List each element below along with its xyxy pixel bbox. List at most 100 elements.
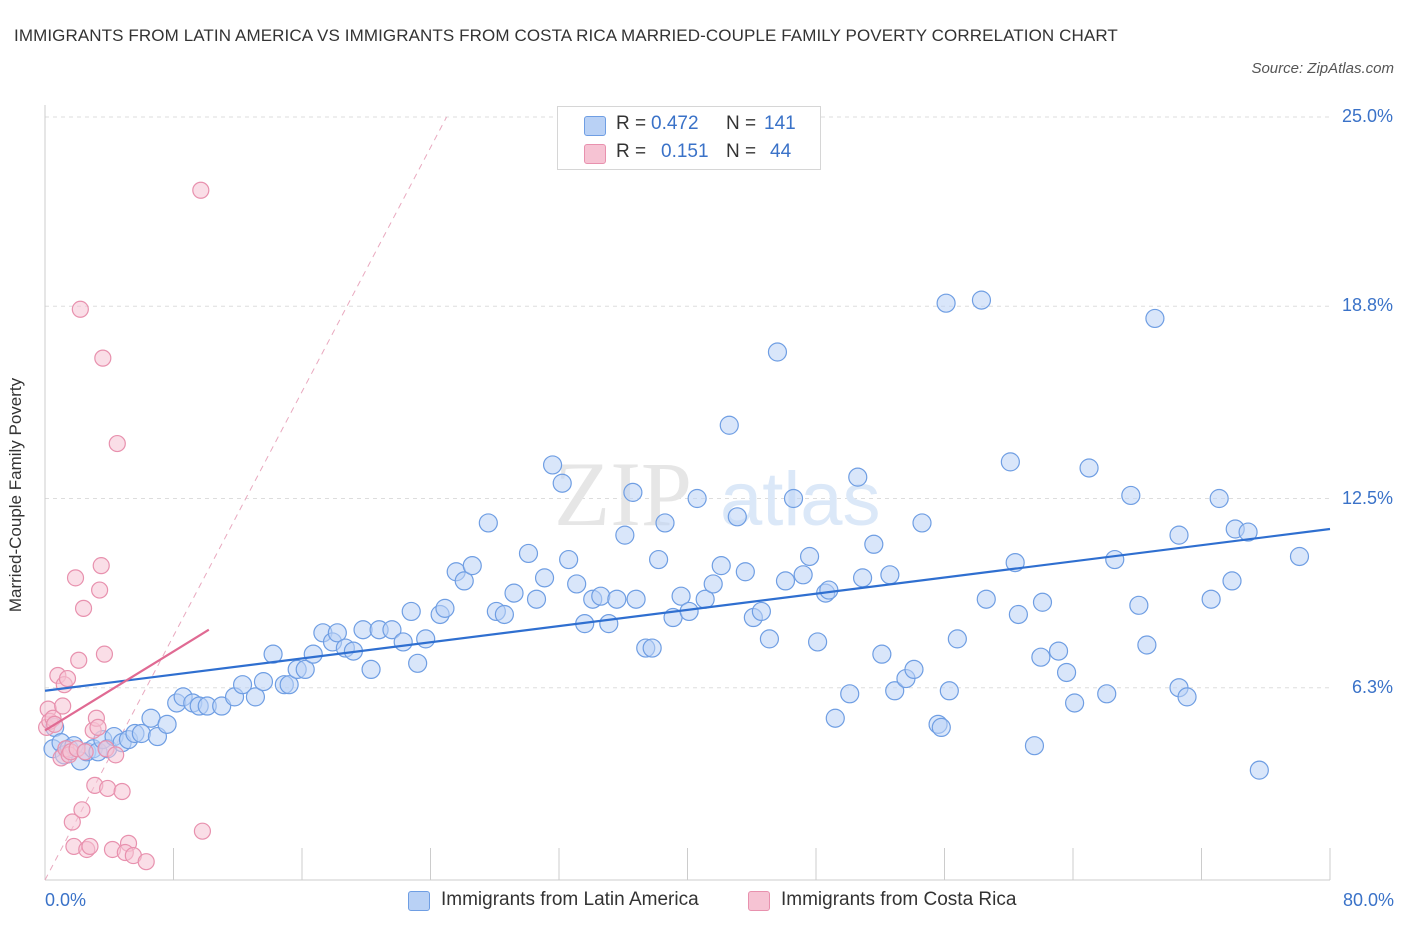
point-latin-america: [626, 589, 646, 609]
point-latin-america: [552, 473, 572, 493]
point-latin-america: [1105, 549, 1125, 570]
point-costa-rica: [81, 837, 99, 856]
point-latin-america: [408, 653, 428, 673]
point-costa-rica: [54, 697, 72, 715]
point-latin-america: [751, 601, 771, 622]
point-costa-rica: [89, 718, 107, 737]
point-latin-america: [947, 629, 967, 649]
point-latin-america: [504, 583, 524, 603]
point-latin-america: [303, 644, 323, 664]
point-latin-america: [559, 549, 579, 570]
source-label: Source: ZipAtlas.com: [1251, 60, 1394, 77]
legend-label: Immigrants from Costa Rica: [781, 889, 1017, 910]
point-latin-america: [1201, 589, 1221, 609]
point-latin-america: [783, 488, 804, 509]
point-latin-america: [1031, 647, 1051, 667]
n-value: 44: [770, 141, 792, 162]
point-costa-rica: [193, 822, 212, 840]
point-latin-america: [976, 589, 996, 609]
point-latin-america: [848, 467, 868, 487]
point-latin-america: [623, 482, 643, 502]
point-costa-rica: [107, 746, 125, 764]
trend-lines: [44, 527, 1331, 732]
point-costa-rica: [95, 645, 114, 663]
point-costa-rica: [73, 801, 91, 819]
point-latin-america: [642, 638, 662, 658]
point-costa-rica: [137, 853, 155, 871]
blue-swatch-icon: [584, 116, 606, 136]
point-latin-america: [1024, 736, 1045, 756]
point-latin-america: [904, 659, 924, 680]
point-latin-america: [735, 562, 755, 582]
point-latin-america: [852, 568, 873, 588]
n-label: N =: [726, 113, 757, 134]
point-costa-rica: [192, 181, 210, 199]
r-value: 0.472: [651, 113, 699, 134]
point-latin-america: [534, 568, 555, 588]
stats-row-costa-rica: R = 0.151 N = 44: [584, 139, 814, 167]
point-latin-america: [591, 586, 611, 606]
point-latin-america: [295, 659, 315, 680]
point-latin-america: [245, 687, 266, 707]
point-latin-america: [1249, 760, 1269, 780]
point-latin-america: [671, 586, 691, 606]
r-label: R =: [616, 141, 647, 162]
point-costa-rica: [91, 581, 109, 599]
point-latin-america: [885, 681, 905, 701]
point-latin-america: [361, 659, 381, 680]
point-latin-america: [518, 543, 539, 564]
point-latin-america: [799, 546, 820, 567]
legend-item-costa-rica: Immigrants from Costa Rica: [748, 888, 1048, 916]
point-latin-america: [607, 589, 627, 609]
point-latin-america: [1048, 641, 1069, 661]
point-costa-rica: [92, 557, 110, 575]
point-latin-america: [864, 534, 884, 554]
point-latin-america: [1056, 662, 1077, 683]
point-latin-america: [353, 620, 373, 640]
point-latin-america: [793, 565, 813, 585]
point-latin-america: [703, 574, 723, 594]
watermark: ZIP atlas: [554, 443, 881, 545]
point-latin-america: [825, 708, 845, 728]
point-costa-rica: [70, 651, 88, 669]
diagonal-reference-line: [44, 116, 448, 881]
point-latin-america: [1129, 595, 1149, 615]
x-tick-label: 0.0%: [45, 890, 87, 910]
point-latin-america: [1238, 522, 1258, 542]
point-latin-america: [1289, 546, 1310, 567]
point-latin-america: [759, 629, 780, 649]
pink-swatch-icon: [584, 144, 606, 164]
point-latin-america: [819, 580, 839, 600]
point-latin-america: [872, 644, 892, 664]
point-latin-america: [840, 684, 860, 704]
point-latin-america: [382, 620, 402, 640]
point-latin-america: [157, 714, 177, 734]
y-axis-label: Married-Couple Family Poverty: [6, 377, 25, 613]
point-latin-america: [1222, 571, 1242, 591]
point-costa-rica: [76, 743, 94, 761]
point-costa-rica: [66, 569, 85, 587]
point-latin-america: [648, 549, 669, 570]
point-costa-rica: [58, 669, 77, 688]
point-latin-america: [912, 513, 932, 533]
point-latin-america: [1177, 687, 1197, 707]
point-latin-america: [435, 598, 455, 618]
point-latin-america: [931, 717, 951, 738]
point-latin-america: [141, 708, 161, 728]
y-tick-label: 25.0%: [1341, 106, 1393, 126]
point-costa-rica: [113, 782, 131, 801]
point-latin-america: [401, 601, 421, 622]
point-latin-america: [526, 589, 547, 609]
point-latin-america: [494, 604, 514, 625]
point-latin-america: [936, 293, 956, 313]
trend-line-costa-rica: [44, 628, 210, 732]
legend-item-latin-america: Immigrants from Latin America: [408, 888, 728, 916]
point-latin-america: [416, 629, 436, 649]
point-latin-america: [1145, 308, 1165, 329]
point-costa-rica: [71, 300, 89, 318]
n-label: N =: [726, 141, 757, 162]
point-costa-rica: [94, 349, 112, 367]
r-value: 0.151: [661, 141, 709, 162]
point-latin-america: [1000, 452, 1020, 472]
